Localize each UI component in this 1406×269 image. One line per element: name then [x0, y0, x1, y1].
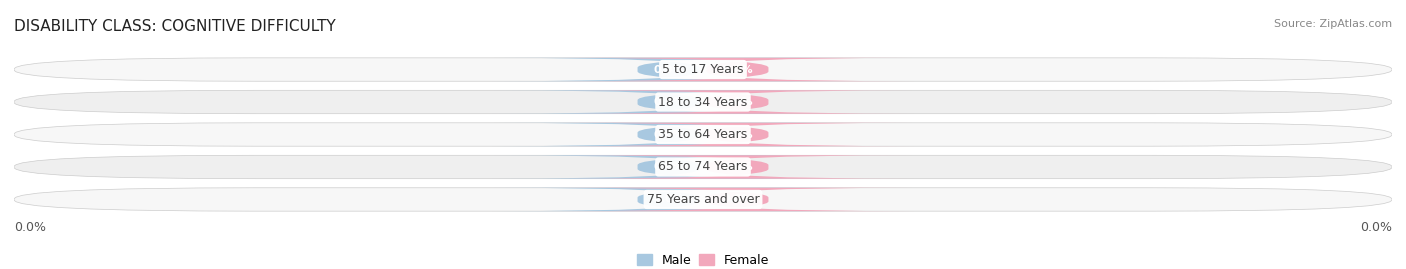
- Legend: Male, Female: Male, Female: [634, 252, 772, 269]
- Text: 0.0%: 0.0%: [1360, 221, 1392, 233]
- Text: 0.0%: 0.0%: [654, 65, 683, 75]
- Text: 0.0%: 0.0%: [723, 129, 752, 140]
- FancyBboxPatch shape: [494, 188, 844, 211]
- FancyBboxPatch shape: [562, 188, 912, 211]
- Text: 75 Years and over: 75 Years and over: [647, 193, 759, 206]
- Text: 5 to 17 Years: 5 to 17 Years: [662, 63, 744, 76]
- FancyBboxPatch shape: [562, 123, 912, 146]
- Text: 0.0%: 0.0%: [723, 194, 752, 204]
- Text: 0.0%: 0.0%: [723, 162, 752, 172]
- Text: DISABILITY CLASS: COGNITIVE DIFFICULTY: DISABILITY CLASS: COGNITIVE DIFFICULTY: [14, 19, 336, 34]
- Text: 35 to 64 Years: 35 to 64 Years: [658, 128, 748, 141]
- Text: 0.0%: 0.0%: [723, 97, 752, 107]
- Text: Source: ZipAtlas.com: Source: ZipAtlas.com: [1274, 19, 1392, 29]
- FancyBboxPatch shape: [14, 155, 1392, 179]
- FancyBboxPatch shape: [562, 90, 912, 114]
- FancyBboxPatch shape: [14, 188, 1392, 211]
- FancyBboxPatch shape: [14, 58, 1392, 81]
- FancyBboxPatch shape: [562, 155, 912, 179]
- Text: 0.0%: 0.0%: [654, 194, 683, 204]
- Text: 0.0%: 0.0%: [654, 97, 683, 107]
- FancyBboxPatch shape: [562, 58, 912, 81]
- FancyBboxPatch shape: [14, 90, 1392, 114]
- Text: 65 to 74 Years: 65 to 74 Years: [658, 161, 748, 174]
- Text: 0.0%: 0.0%: [723, 65, 752, 75]
- Text: 0.0%: 0.0%: [654, 129, 683, 140]
- Text: 0.0%: 0.0%: [14, 221, 46, 233]
- FancyBboxPatch shape: [494, 90, 844, 114]
- Text: 18 to 34 Years: 18 to 34 Years: [658, 95, 748, 108]
- FancyBboxPatch shape: [494, 58, 844, 81]
- Text: 0.0%: 0.0%: [654, 162, 683, 172]
- FancyBboxPatch shape: [494, 155, 844, 179]
- FancyBboxPatch shape: [494, 123, 844, 146]
- FancyBboxPatch shape: [14, 123, 1392, 146]
